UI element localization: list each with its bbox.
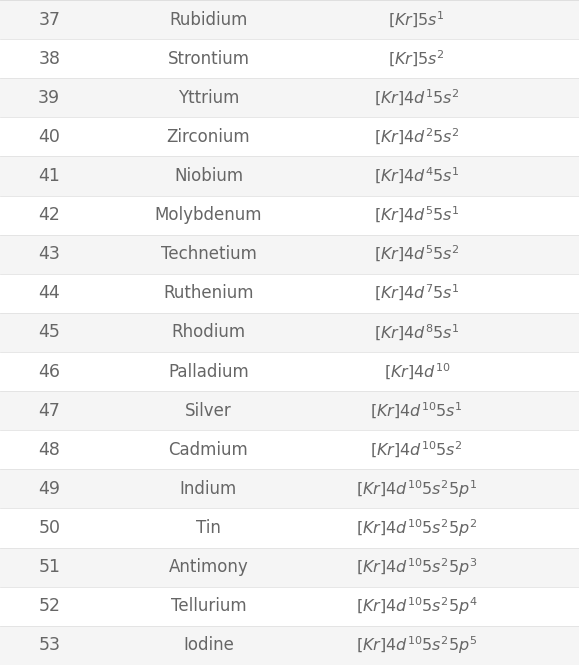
Text: Silver: Silver [185, 402, 232, 420]
Bar [0, 235, 579, 274]
Bar [0, 469, 579, 509]
Text: 52: 52 [38, 597, 60, 615]
Text: 45: 45 [38, 323, 60, 342]
Text: $[Kr]4d^{10}$: $[Kr]4d^{10}$ [384, 362, 450, 382]
Text: Cadmium: Cadmium [168, 441, 248, 459]
Text: Palladium: Palladium [168, 362, 249, 380]
Text: Zirconium: Zirconium [167, 128, 250, 146]
Text: 39: 39 [38, 89, 60, 107]
Text: Tellurium: Tellurium [171, 597, 246, 615]
Text: Rubidium: Rubidium [169, 11, 248, 29]
Text: Antimony: Antimony [168, 558, 248, 576]
Bar [0, 391, 579, 430]
Bar [0, 587, 579, 626]
Text: 47: 47 [38, 402, 60, 420]
Bar [0, 547, 579, 587]
Bar [0, 156, 579, 196]
Text: 51: 51 [38, 558, 60, 576]
Text: Rhodium: Rhodium [171, 323, 245, 342]
Text: $[Kr]4d^{4}5s^{1}$: $[Kr]4d^{4}5s^{1}$ [374, 166, 460, 186]
Text: $[Kr]4d^{10}5s^{2}5p^{4}$: $[Kr]4d^{10}5s^{2}5p^{4}$ [356, 595, 478, 617]
Bar [0, 626, 579, 665]
Text: Technetium: Technetium [160, 245, 256, 263]
Text: 49: 49 [38, 480, 60, 498]
Text: Tin: Tin [196, 519, 221, 537]
Text: 38: 38 [38, 50, 60, 68]
Bar [0, 78, 579, 117]
Text: $[Kr]4d^{10}5s^{1}$: $[Kr]4d^{10}5s^{1}$ [371, 400, 463, 421]
Text: $[Kr]5s^{1}$: $[Kr]5s^{1}$ [389, 9, 445, 30]
Bar [0, 313, 579, 352]
Text: $[Kr]4d^{10}5s^{2}$: $[Kr]4d^{10}5s^{2}$ [371, 440, 463, 460]
Text: $[Kr]4d^{1}5s^{2}$: $[Kr]4d^{1}5s^{2}$ [374, 88, 460, 108]
Text: Ruthenium: Ruthenium [163, 285, 254, 303]
Text: $[Kr]4d^{10}5s^{2}5p^{3}$: $[Kr]4d^{10}5s^{2}5p^{3}$ [356, 557, 478, 578]
Text: Indium: Indium [180, 480, 237, 498]
Bar [0, 196, 579, 235]
Bar [0, 274, 579, 313]
Text: 43: 43 [38, 245, 60, 263]
Bar [0, 39, 579, 78]
Text: 46: 46 [38, 362, 60, 380]
Text: 53: 53 [38, 636, 60, 654]
Text: 44: 44 [38, 285, 60, 303]
Text: 37: 37 [38, 11, 60, 29]
Text: $[Kr]4d^{10}5s^{2}5p^{1}$: $[Kr]4d^{10}5s^{2}5p^{1}$ [356, 478, 478, 500]
Text: $[Kr]4d^{5}5s^{1}$: $[Kr]4d^{5}5s^{1}$ [374, 205, 460, 225]
Text: $[Kr]4d^{10}5s^{2}5p^{5}$: $[Kr]4d^{10}5s^{2}5p^{5}$ [356, 634, 478, 656]
Text: Strontium: Strontium [167, 50, 250, 68]
Text: $[Kr]4d^{5}5s^{2}$: $[Kr]4d^{5}5s^{2}$ [374, 244, 460, 264]
Text: $[Kr]4d^{10}5s^{2}5p^{2}$: $[Kr]4d^{10}5s^{2}5p^{2}$ [356, 517, 478, 539]
Bar [0, 430, 579, 469]
Text: 50: 50 [38, 519, 60, 537]
Bar [0, 509, 579, 547]
Text: Niobium: Niobium [174, 167, 243, 185]
Bar [0, 0, 579, 39]
Bar [0, 352, 579, 391]
Text: $[Kr]4d^{8}5s^{1}$: $[Kr]4d^{8}5s^{1}$ [374, 323, 460, 342]
Text: 48: 48 [38, 441, 60, 459]
Text: 42: 42 [38, 206, 60, 224]
Text: $[Kr]5s^{2}$: $[Kr]5s^{2}$ [389, 49, 445, 68]
Text: Iodine: Iodine [183, 636, 234, 654]
Bar [0, 117, 579, 156]
Text: Yttrium: Yttrium [178, 89, 239, 107]
Text: $[Kr]4d^{2}5s^{2}$: $[Kr]4d^{2}5s^{2}$ [374, 127, 460, 147]
Text: Molybdenum: Molybdenum [155, 206, 262, 224]
Text: 40: 40 [38, 128, 60, 146]
Text: 41: 41 [38, 167, 60, 185]
Text: $[Kr]4d^{7}5s^{1}$: $[Kr]4d^{7}5s^{1}$ [374, 283, 460, 303]
